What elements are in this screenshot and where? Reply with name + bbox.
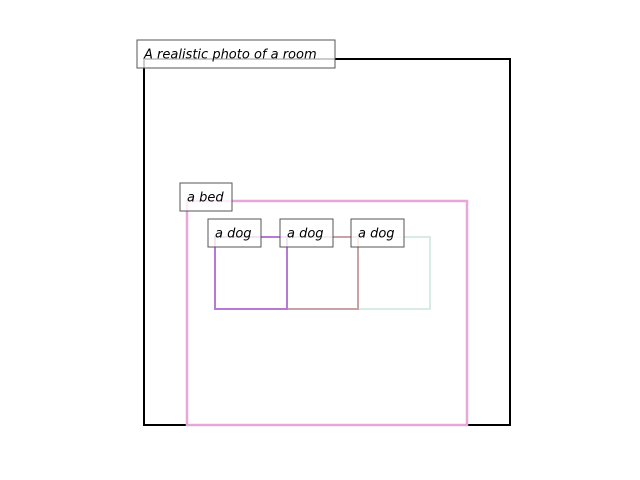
dog-label-3-text: a dog <box>358 227 395 242</box>
bed-box <box>185 199 469 427</box>
bed-label-text: a bed <box>187 191 224 206</box>
dog-box-3 <box>357 236 431 310</box>
dog-box-1 <box>214 236 288 310</box>
dog-label-1-text: a dog <box>215 227 252 242</box>
dog-label-1: a dog <box>207 218 262 248</box>
dog-label-2: a dog <box>279 218 334 248</box>
scene-label: A realistic photo of a room <box>136 39 336 69</box>
dog-box-2 <box>286 236 359 310</box>
dog-label-3: a dog <box>350 218 405 248</box>
dog-label-2-text: a dog <box>287 227 324 242</box>
scene-label-text: A realistic photo of a room <box>143 48 317 63</box>
bed-label: a bed <box>179 182 233 212</box>
